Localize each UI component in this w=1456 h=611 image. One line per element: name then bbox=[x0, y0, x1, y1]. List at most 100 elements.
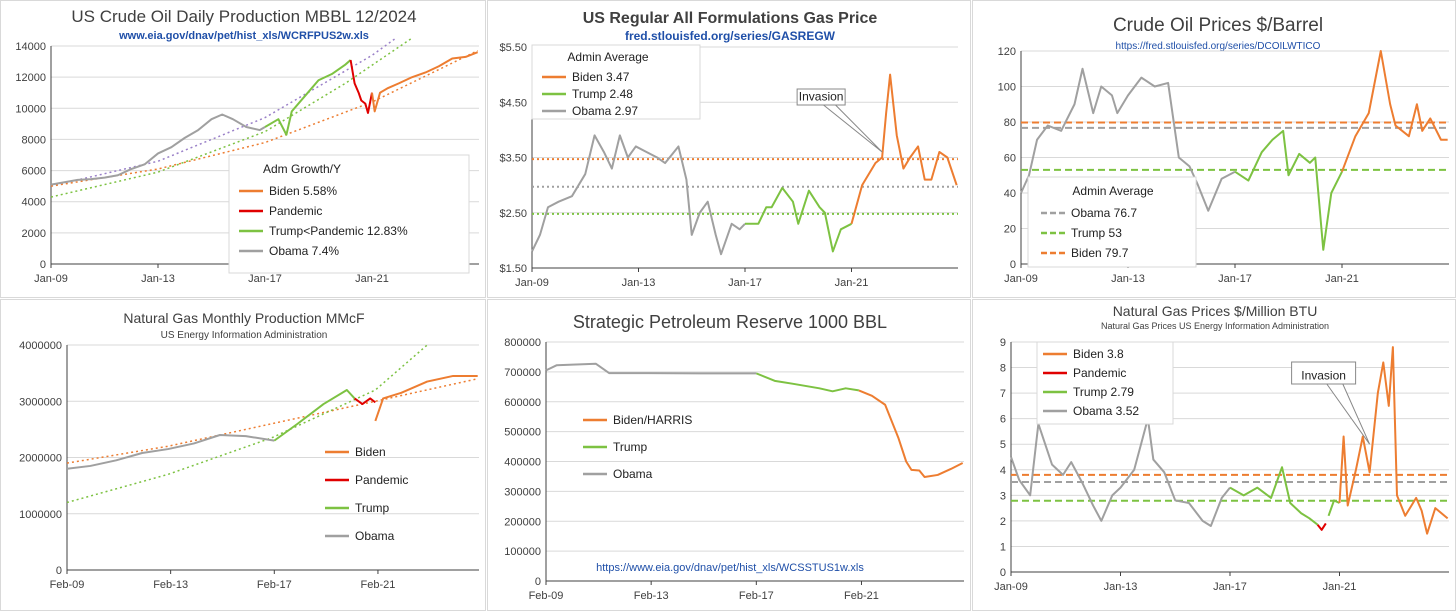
legend-label: Trump<Pandemic 12.83% bbox=[269, 224, 408, 238]
legend: Biden 3.8 Pandemic Trump 2.79 Obama 3.52 bbox=[1043, 347, 1139, 418]
legend-label: Biden/HARRIS bbox=[613, 413, 692, 427]
legend-label: Biden 79.7 bbox=[1071, 246, 1129, 260]
legend-label: Pandemic bbox=[1073, 366, 1126, 380]
y-tick-label: 0 bbox=[535, 576, 541, 588]
legend-label: Obama 76.7 bbox=[1071, 206, 1137, 220]
series-line-trump bbox=[1229, 466, 1319, 526]
y-tick-label: 300000 bbox=[504, 486, 541, 498]
x-tick-label: Feb-21 bbox=[844, 590, 879, 602]
series-line-pandemic bbox=[349, 59, 373, 114]
legend-label: Trump 2.48 bbox=[572, 87, 633, 101]
y-tick-label: 4000 bbox=[22, 197, 46, 209]
y-tick-label: 3000000 bbox=[19, 396, 62, 408]
y-tick-label: 4 bbox=[1000, 465, 1006, 477]
series-line-trump bbox=[745, 186, 852, 253]
series-line-biden bbox=[850, 73, 958, 225]
legend-label: Obama bbox=[355, 529, 395, 543]
trend-line-trump bbox=[66, 344, 428, 504]
x-tick-label: Jan-17 bbox=[248, 273, 282, 285]
annotation-label: Invasion bbox=[799, 90, 844, 104]
series-line-pandemic bbox=[1316, 522, 1327, 531]
y-tick-label: 800000 bbox=[504, 337, 541, 349]
y-tick-label: 12000 bbox=[15, 72, 46, 84]
y-tick-label: 5 bbox=[1000, 439, 1006, 451]
y-tick-label: 100000 bbox=[504, 546, 541, 558]
trend-line-obama bbox=[50, 37, 397, 187]
x-tick-label: Jan-17 bbox=[1213, 581, 1247, 593]
y-tick-label: 9 bbox=[1000, 337, 1006, 349]
crude-price-panel: Crude Oil Prices $/Barrel https://fred.s… bbox=[972, 0, 1456, 298]
x-tick-label: Jan-13 bbox=[1104, 581, 1138, 593]
series-line-biden bbox=[858, 389, 964, 479]
annotation-label: Invasion bbox=[1301, 369, 1346, 383]
y-tick-label: 8 bbox=[1000, 363, 1006, 375]
x-tick-label: Jan-13 bbox=[1111, 273, 1145, 285]
series-line-obama bbox=[66, 434, 275, 470]
legend-box bbox=[228, 154, 470, 274]
legend: Biden/HARRIS Trump Obama bbox=[583, 413, 692, 481]
y-tick-label: 0 bbox=[1000, 567, 1006, 579]
y-tick-label: 20 bbox=[1004, 224, 1016, 236]
y-tick-label: 1000000 bbox=[19, 509, 62, 521]
y-tick-label: 200000 bbox=[504, 516, 541, 528]
x-tick-label: Jan-13 bbox=[141, 273, 175, 285]
y-tick-label: 8000 bbox=[22, 134, 46, 146]
trend-line-biden bbox=[66, 378, 478, 464]
x-tick-label: Feb-21 bbox=[361, 579, 396, 591]
legend-label: Trump 2.79 bbox=[1073, 385, 1134, 399]
chart-subtitle: https://fred.stlouisfed.org/series/DCOIL… bbox=[1116, 41, 1321, 52]
y-tick-label: $2.50 bbox=[499, 208, 527, 220]
y-tick-label: 6000 bbox=[22, 166, 46, 178]
crude-price-chart: Crude Oil Prices $/Barrel https://fred.s… bbox=[998, 15, 1449, 285]
series-line-obama bbox=[531, 134, 746, 256]
legend-label: Biden 5.58% bbox=[269, 184, 337, 198]
legend-label: Obama 3.52 bbox=[1073, 404, 1139, 418]
x-tick-label: Jan-21 bbox=[835, 277, 869, 289]
x-tick-label: Feb-09 bbox=[529, 590, 564, 602]
series-line-obama bbox=[545, 362, 757, 375]
natgas-price-panel: Natural Gas Prices $/Million BTU Natural… bbox=[972, 299, 1456, 611]
crude-production-chart: US Crude Oil Daily Production MBBL 12/20… bbox=[15, 7, 479, 285]
plot-area: 0 1000000 2000000 3000000 4000000 Feb-09 Feb-1… bbox=[19, 340, 479, 591]
legend-label: Pandemic bbox=[355, 473, 408, 487]
x-tick-label: Jan-09 bbox=[994, 581, 1028, 593]
legend-label: Obama 2.97 bbox=[572, 104, 638, 118]
chart-title: Crude Oil Prices $/Barrel bbox=[1113, 15, 1323, 36]
natgas-production-panel: Natural Gas Monthly Production MMcF US E… bbox=[0, 299, 486, 611]
plot-area: 0 1 2 3 4 5 6 7 8 9 Jan-09 Jan-13 Jan-17 Jan-21 Invasi… bbox=[994, 337, 1449, 593]
y-tick-label: $4.50 bbox=[499, 97, 527, 109]
y-tick-label: 120 bbox=[998, 46, 1016, 58]
y-tick-label: 400000 bbox=[504, 457, 541, 469]
plot-area: 0 100000 200000 300000 400000 500000 600000 700… bbox=[504, 337, 964, 602]
series-line-obama bbox=[50, 113, 266, 186]
y-tick-label: $1.50 bbox=[499, 263, 527, 275]
x-tick-label: Feb-17 bbox=[739, 590, 774, 602]
x-tick-label: Feb-13 bbox=[153, 579, 188, 591]
legend-label: Biden bbox=[355, 445, 386, 459]
legend: Biden 5.58% Pandemic Trump<Pandemic 12.83%… bbox=[239, 184, 408, 258]
y-tick-label: 2000 bbox=[22, 228, 46, 240]
y-tick-label: 2 bbox=[1000, 516, 1006, 528]
legend: Obama 76.7 Trump 53 Biden 79.7 bbox=[1041, 206, 1137, 260]
legend-label: Pandemic bbox=[269, 204, 322, 218]
y-tick-label: 0 bbox=[56, 565, 62, 577]
chart-subtitle: Natural Gas Prices US Energy Information… bbox=[1101, 321, 1329, 331]
x-tick-label: Jan-17 bbox=[1218, 273, 1252, 285]
x-tick-label: Feb-09 bbox=[50, 579, 85, 591]
series-line-biden bbox=[1341, 50, 1448, 173]
y-tick-label: 7 bbox=[1000, 388, 1006, 400]
annotation-box bbox=[796, 88, 846, 106]
natgas-price-chart: Natural Gas Prices $/Million BTU Natural… bbox=[994, 303, 1449, 593]
series-line-trump bbox=[755, 372, 859, 393]
annotation-callout bbox=[823, 104, 883, 153]
chart-subtitle: www.eia.gov/dnav/pet/hist_xls/WCRFPUS2w.… bbox=[118, 30, 369, 42]
y-tick-label: 4000000 bbox=[19, 340, 62, 352]
x-tick-label: Jan-13 bbox=[622, 277, 656, 289]
annotation-box bbox=[1291, 361, 1357, 385]
annotation-callout bbox=[1326, 383, 1371, 445]
series-line-biden bbox=[1338, 346, 1449, 535]
x-tick-label: Jan-21 bbox=[1323, 581, 1357, 593]
plot-area: 0 20 40 60 80 100 120 Jan-09 Jan-13 Jan-17 Jan-21 bbox=[998, 46, 1449, 285]
legend-title: Admin Average bbox=[1072, 184, 1153, 198]
y-tick-label: 1 bbox=[1000, 541, 1006, 553]
